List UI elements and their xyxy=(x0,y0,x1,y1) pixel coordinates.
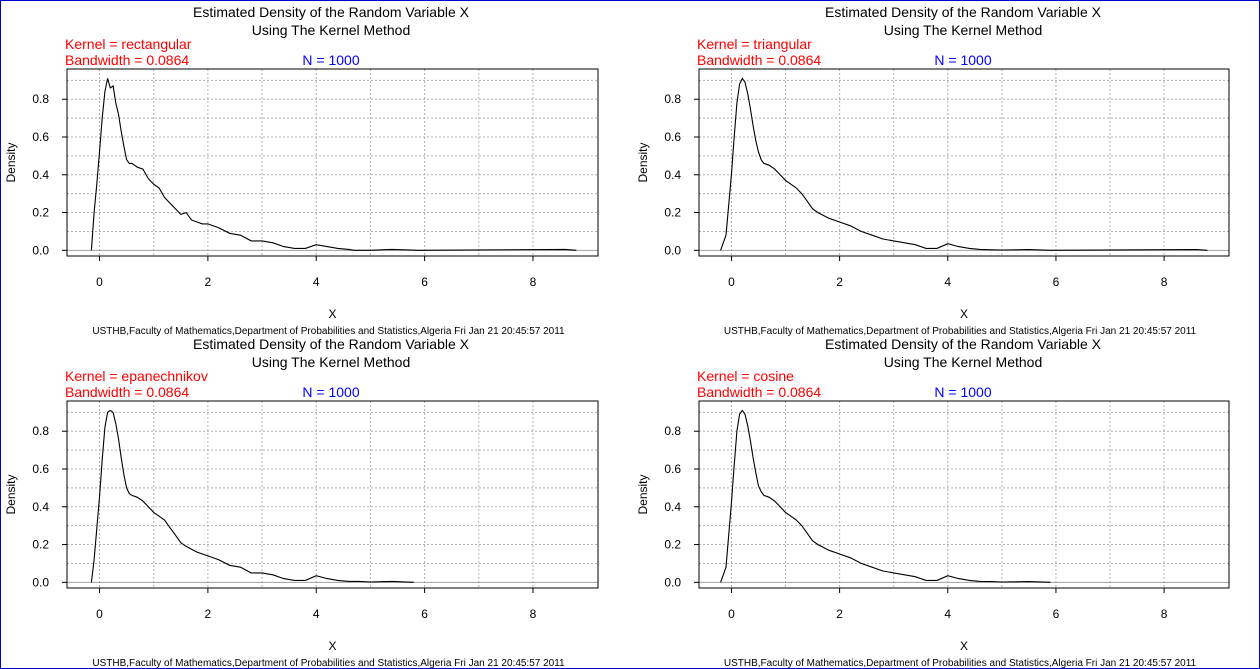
y-axis-label: Density xyxy=(4,474,18,514)
plot-frame xyxy=(66,68,599,257)
kernel-label: Kernel = epanechnikov xyxy=(65,368,208,384)
x-tick-label: 0 xyxy=(96,607,103,621)
chart-title: Estimated Density of the Random Variable… xyxy=(193,336,470,352)
footer-note: USTHB,Faculty of Mathematics,Department … xyxy=(724,658,1197,668)
grid xyxy=(67,69,598,256)
x-tick-label: 2 xyxy=(836,275,843,289)
x-tick-label: 4 xyxy=(944,275,951,289)
sample-size-label: N = 1000 xyxy=(302,384,359,400)
x-tick-label: 2 xyxy=(205,607,212,621)
bandwidth-label: Bandwidth = 0.0864 xyxy=(697,384,821,400)
sample-size-label: N = 1000 xyxy=(302,52,359,68)
x-tick-label: 0 xyxy=(96,275,103,289)
bandwidth-label: Bandwidth = 0.0864 xyxy=(697,52,821,68)
density-line xyxy=(720,409,1051,583)
density-panel-2: Estimated Density of the Random Variable… xyxy=(636,4,1230,337)
density-panel-3: Estimated Density of the Random Variable… xyxy=(4,336,599,668)
y-tick-label: 0.6 xyxy=(664,130,681,144)
x-tick-label: 0 xyxy=(728,275,735,289)
kernel-label: Kernel = rectangular xyxy=(65,36,192,52)
y-tick-label: 0.4 xyxy=(32,168,49,182)
chart-subtitle: Using The Kernel Method xyxy=(884,22,1043,38)
y-tick-label: 0.6 xyxy=(32,462,49,476)
y-axis-label: Density xyxy=(636,142,650,182)
density-line xyxy=(90,409,414,583)
x-tick-label: 8 xyxy=(530,275,537,289)
y-tick-label: 0.6 xyxy=(32,130,49,144)
x-tick-label: 4 xyxy=(313,607,320,621)
x-tick-label: 4 xyxy=(944,607,951,621)
y-tick-label: 0.2 xyxy=(32,538,49,552)
x-axis-label: X xyxy=(328,307,336,321)
y-tick-label: 0.8 xyxy=(32,424,49,438)
plot-frame xyxy=(66,400,599,589)
x-tick-label: 6 xyxy=(1053,275,1060,289)
y-tick-label: 0.0 xyxy=(664,243,681,257)
x-tick-label: 4 xyxy=(313,275,320,289)
y-tick-label: 0.2 xyxy=(32,206,49,220)
x-axis-label: X xyxy=(328,639,336,653)
y-axis-label: Density xyxy=(636,474,650,514)
x-tick-label: 2 xyxy=(836,607,843,621)
x-tick-label: 8 xyxy=(1161,607,1168,621)
y-tick-label: 0.6 xyxy=(664,462,681,476)
y-axis-label: Density xyxy=(4,142,18,182)
density-panel-1: Estimated Density of the Random Variable… xyxy=(4,4,599,337)
sample-size-label: N = 1000 xyxy=(934,384,991,400)
y-tick-label: 0.4 xyxy=(32,500,49,514)
chart-title: Estimated Density of the Random Variable… xyxy=(193,4,470,20)
footer-note: USTHB,Faculty of Mathematics,Department … xyxy=(92,658,565,668)
x-axis-label: X xyxy=(960,307,968,321)
x-tick-label: 0 xyxy=(728,607,735,621)
chart-subtitle: Using The Kernel Method xyxy=(252,354,411,370)
footer-note: USTHB,Faculty of Mathematics,Department … xyxy=(724,326,1197,337)
x-axis-label: X xyxy=(960,639,968,653)
y-tick-label: 0.2 xyxy=(664,538,681,552)
y-tick-label: 0.8 xyxy=(664,424,681,438)
x-tick-label: 6 xyxy=(421,275,428,289)
y-tick-label: 0.4 xyxy=(664,168,681,182)
y-tick-label: 0.0 xyxy=(32,243,49,257)
chart-subtitle: Using The Kernel Method xyxy=(252,22,411,38)
y-tick-label: 0.2 xyxy=(664,206,681,220)
plot-frame xyxy=(698,68,1230,257)
sample-size-label: N = 1000 xyxy=(934,52,991,68)
x-tick-label: 6 xyxy=(1053,607,1060,621)
y-tick-label: 0.8 xyxy=(664,92,681,106)
grid xyxy=(67,401,598,588)
x-tick-label: 8 xyxy=(1161,275,1168,289)
density-panel-4: Estimated Density of the Random Variable… xyxy=(636,336,1230,668)
chart-title: Estimated Density of the Random Variable… xyxy=(825,4,1102,20)
grid xyxy=(699,69,1229,256)
kernel-label: Kernel = cosine xyxy=(697,368,794,384)
y-tick-label: 0.8 xyxy=(32,92,49,106)
plot-frame xyxy=(698,400,1230,589)
footer-note: USTHB,Faculty of Mathematics,Department … xyxy=(92,326,565,337)
grid xyxy=(699,401,1229,588)
bandwidth-label: Bandwidth = 0.0864 xyxy=(65,384,189,400)
density-line xyxy=(90,78,577,251)
y-tick-label: 0.0 xyxy=(32,575,49,589)
bandwidth-label: Bandwidth = 0.0864 xyxy=(65,52,189,68)
x-tick-label: 2 xyxy=(205,275,212,289)
y-tick-label: 0.4 xyxy=(664,500,681,514)
chart-subtitle: Using The Kernel Method xyxy=(884,354,1043,370)
kernel-label: Kernel = triangular xyxy=(697,36,812,52)
density-line xyxy=(720,77,1208,251)
y-tick-label: 0.0 xyxy=(664,575,681,589)
x-tick-label: 8 xyxy=(530,607,537,621)
x-tick-label: 6 xyxy=(421,607,428,621)
chart-title: Estimated Density of the Random Variable… xyxy=(825,336,1102,352)
